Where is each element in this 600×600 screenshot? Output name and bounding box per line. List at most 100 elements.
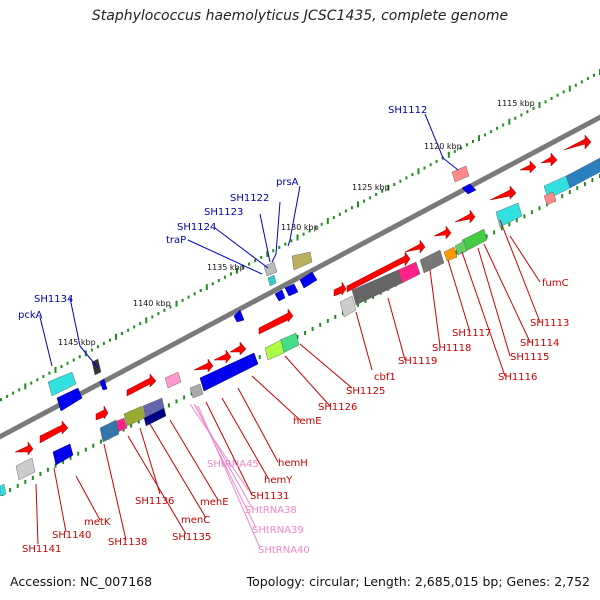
scale-tick (304, 331, 307, 335)
gene-arrow (489, 185, 517, 201)
feature-block (91, 358, 102, 376)
scale-tick (130, 423, 133, 428)
scale-tick (311, 326, 314, 331)
gene-label: SH1122 (230, 193, 269, 204)
feature-block (419, 249, 445, 274)
feature-block (0, 483, 7, 497)
feature-block (15, 457, 36, 481)
scale-label-1145: 1145 kbp (58, 338, 96, 347)
scale-ticks (0, 69, 600, 496)
scale-tick (77, 451, 80, 456)
scale-tick (429, 163, 432, 167)
gene-label: menE (200, 497, 229, 508)
scale-tick (544, 100, 547, 104)
gene-arrow (213, 349, 232, 364)
gene-arrow (563, 134, 592, 151)
gene-arrow (454, 209, 476, 224)
scale-tick (39, 471, 42, 476)
gene-label: SH1131 (250, 491, 289, 502)
gene-arrow (433, 225, 452, 240)
scale-tick (181, 298, 184, 302)
scale-tick (248, 262, 251, 266)
gene-label: SH1140 (52, 530, 91, 541)
scale-tick (332, 216, 335, 220)
scale-tick (357, 302, 359, 307)
genome-backbone (0, 114, 600, 440)
scale-tick (199, 289, 202, 292)
scale-tick (187, 295, 190, 299)
gene-arrow (299, 271, 318, 289)
scale-tick (109, 338, 111, 342)
gene-label: pckA (18, 310, 43, 321)
scale-tick (399, 179, 402, 183)
scale-tick (272, 249, 275, 253)
scale-tick (357, 201, 359, 208)
scale-tick (562, 90, 565, 94)
scale-tick (62, 459, 65, 464)
scale-tick (183, 395, 186, 400)
scale-tick (0, 398, 2, 402)
leader-lines (35, 113, 541, 549)
gene-arrow (519, 160, 537, 174)
scale-tick (326, 217, 329, 224)
scale-tick (78, 355, 81, 359)
scale-tick (223, 275, 226, 279)
scale-tick (583, 182, 586, 187)
gene-label: menC (181, 515, 210, 526)
gene-arrow (229, 341, 247, 356)
scale-tick (561, 194, 564, 199)
gene-arrow (99, 378, 108, 391)
scale-tick (478, 135, 480, 142)
feature-block (263, 261, 278, 277)
scale-label-1120: 1120 kbp (424, 142, 462, 151)
scale-tick (320, 222, 323, 226)
scale-tick (526, 110, 529, 114)
scale-tick (364, 298, 367, 303)
scale-tick (205, 284, 208, 291)
scale-tick (508, 222, 511, 227)
scale-tick (36, 378, 39, 382)
gene-label: hemE (293, 416, 322, 427)
gene-label: SH1134 (34, 294, 73, 305)
scale-tick (163, 308, 166, 312)
scale-tick (369, 196, 372, 200)
scale-tick (423, 166, 426, 170)
gene-arrow (14, 441, 34, 456)
gene-arrow (56, 387, 83, 412)
scale-tick (211, 282, 214, 286)
scale-tick (54, 463, 57, 468)
scale-tick (496, 126, 499, 130)
scale-tick (344, 209, 347, 213)
gene-label: SHtRNA38 (245, 505, 297, 516)
gene-label: SHtRNA45 (207, 459, 259, 470)
scale-tick (151, 315, 154, 319)
gene-label: SHtRNA39 (252, 525, 304, 536)
scale-tick (133, 325, 136, 329)
scale-tick (139, 322, 142, 326)
scale-tick (84, 447, 87, 452)
feature-block (264, 339, 285, 361)
gene-arrow (274, 289, 286, 302)
gene-label: SH1116 (498, 372, 537, 383)
scale-tick (508, 118, 511, 125)
scale-tick (568, 85, 571, 92)
feature-block (454, 240, 468, 256)
scale-tick (260, 255, 263, 259)
feature-block (565, 157, 600, 189)
gene-arrow (199, 352, 259, 392)
scale-tick (30, 381, 33, 385)
scale-tick (493, 230, 496, 235)
gene-arrow (52, 443, 74, 466)
feature-block (47, 371, 77, 397)
gene-label: SH1119 (398, 356, 437, 367)
scale-tick (157, 312, 160, 316)
scale-tick (46, 467, 49, 472)
scale-tick (16, 483, 19, 488)
scale-tick (314, 226, 317, 230)
scale-tick (447, 151, 450, 158)
scale-tick (175, 300, 178, 307)
scale-tick (538, 102, 541, 109)
feature-block (339, 295, 357, 318)
scale-tick (576, 186, 579, 191)
scale-tick (591, 178, 594, 182)
